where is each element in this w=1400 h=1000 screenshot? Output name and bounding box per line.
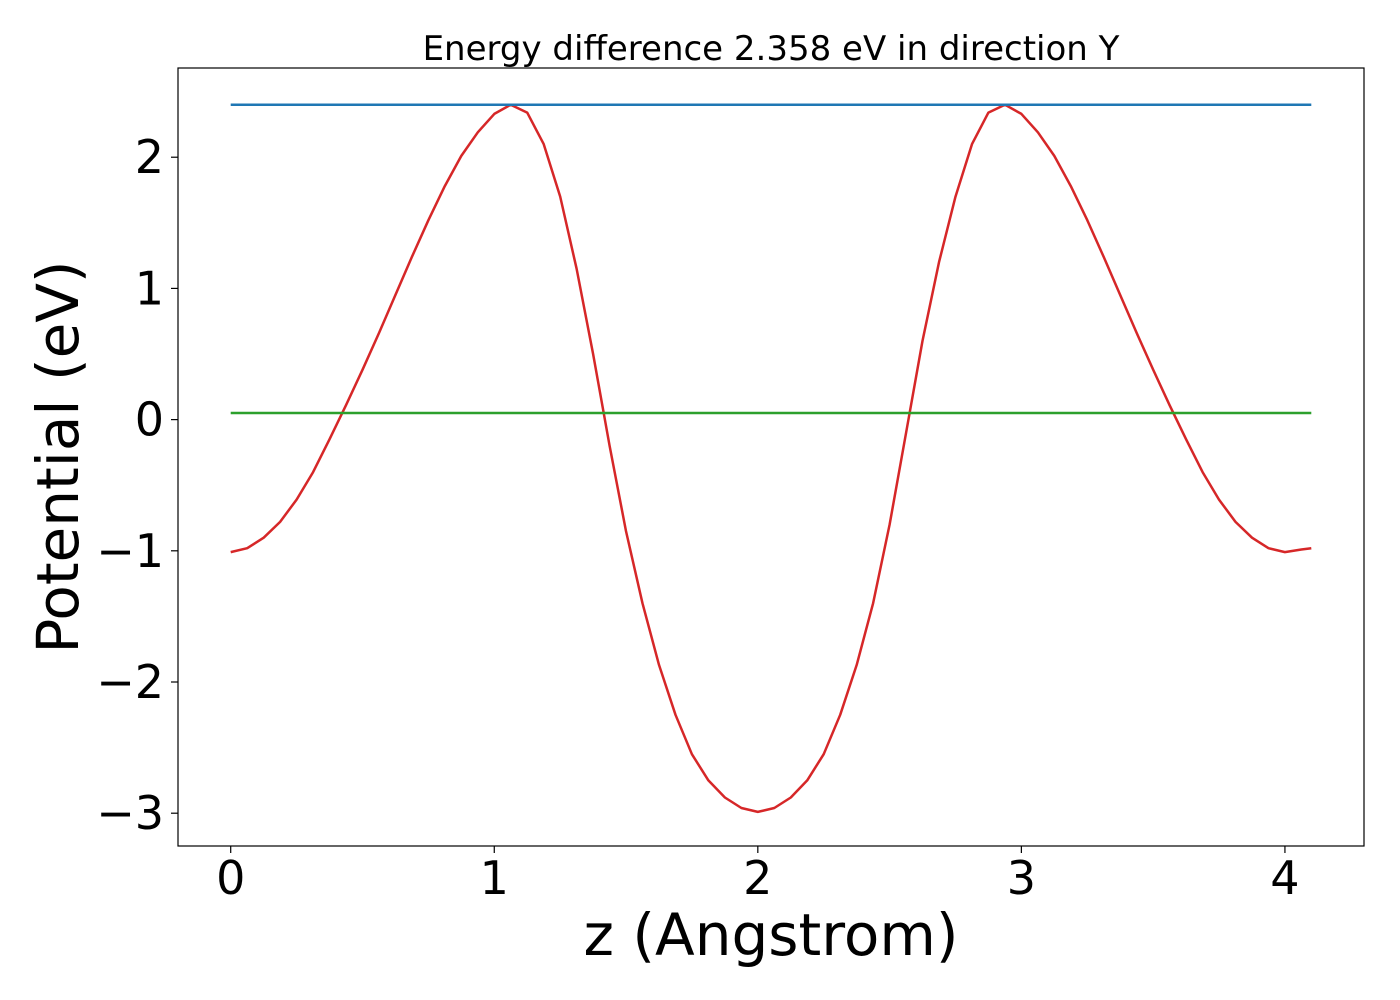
x-tick-label: 4	[1270, 851, 1299, 905]
plot-lines	[230, 103, 1312, 814]
x-tick-label: 1	[480, 851, 509, 905]
y-axis-ticks: −3 −2 −1 0 1 2	[96, 130, 178, 840]
y-axis-label: Potential (eV)	[24, 260, 92, 653]
x-tick-label: 3	[1007, 851, 1036, 905]
y-tick-label: −1	[96, 524, 164, 578]
chart-title: Energy difference 2.358 eV in direction …	[423, 29, 1120, 69]
y-tick-label: 2	[135, 130, 164, 184]
y-tick-label: −3	[96, 786, 164, 840]
y-tick-label: 0	[135, 393, 164, 447]
x-tick-label: 0	[216, 851, 245, 905]
x-tick-label: 2	[743, 851, 772, 905]
y-tick-label: −2	[96, 655, 164, 709]
x-axis-label: z (Angstrom)	[584, 901, 959, 969]
plot-frame	[177, 67, 1365, 847]
series-line-1	[230, 103, 1312, 814]
x-axis-ticks: 0 1 2 3 4	[216, 846, 1300, 905]
y-tick-label: 1	[135, 261, 164, 315]
